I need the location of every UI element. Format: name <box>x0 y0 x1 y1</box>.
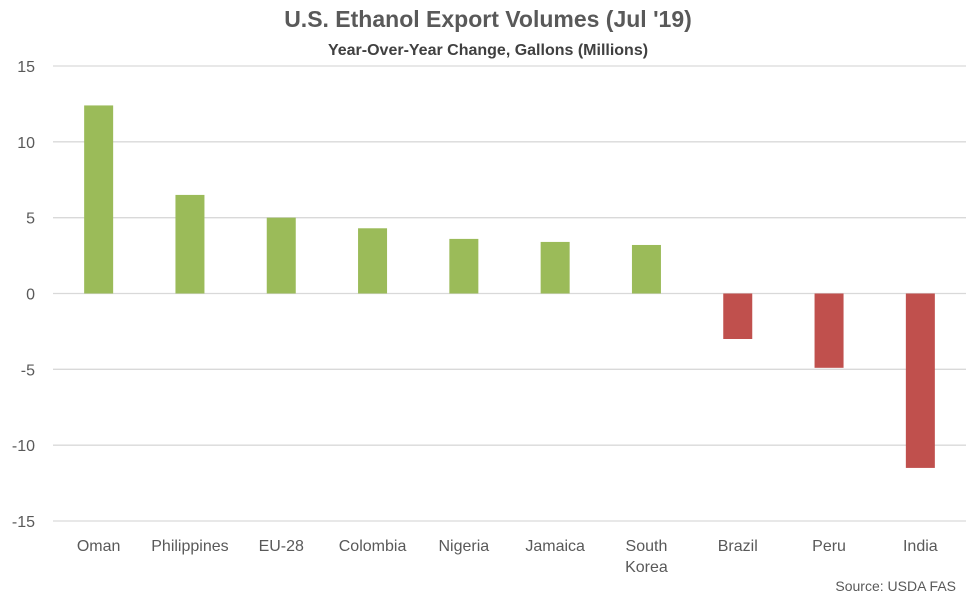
x-tick-label: Oman <box>77 538 121 555</box>
x-tick-label: Colombia <box>339 538 407 555</box>
chart-subtitle: Year-Over-Year Change, Gallons (Millions… <box>327 42 649 59</box>
bar <box>631 244 661 294</box>
bar <box>540 241 570 294</box>
bar <box>266 217 296 294</box>
x-tick-label: India <box>903 538 938 555</box>
x-tick-label: EU-28 <box>259 538 304 555</box>
bar <box>905 293 935 468</box>
bar <box>723 293 753 339</box>
bar <box>175 194 205 294</box>
x-tick-label: Nigeria <box>439 538 490 555</box>
bar <box>84 105 114 294</box>
x-tick-label: Peru <box>812 538 846 555</box>
bar <box>358 228 388 294</box>
y-tick-label: -10 <box>12 438 35 455</box>
bar <box>449 238 479 294</box>
y-tick-label: -5 <box>21 362 35 379</box>
y-tick-label: 15 <box>17 59 35 76</box>
y-tick-label: 5 <box>26 211 35 228</box>
chart-title: U.S. Ethanol Export Volumes (Jul '19) <box>284 6 692 32</box>
x-tick-label: South Korea <box>625 538 668 576</box>
y-tick-label: -15 <box>12 514 35 531</box>
bar <box>814 293 844 368</box>
x-tick-label: Brazil <box>718 538 758 555</box>
x-tick-label: Jamaica <box>525 538 585 555</box>
y-tick-label: 10 <box>17 135 35 152</box>
y-tick-label: 0 <box>26 287 35 304</box>
x-tick-label: Philippines <box>151 538 228 555</box>
source-note: Source: USDA FAS <box>835 578 956 594</box>
